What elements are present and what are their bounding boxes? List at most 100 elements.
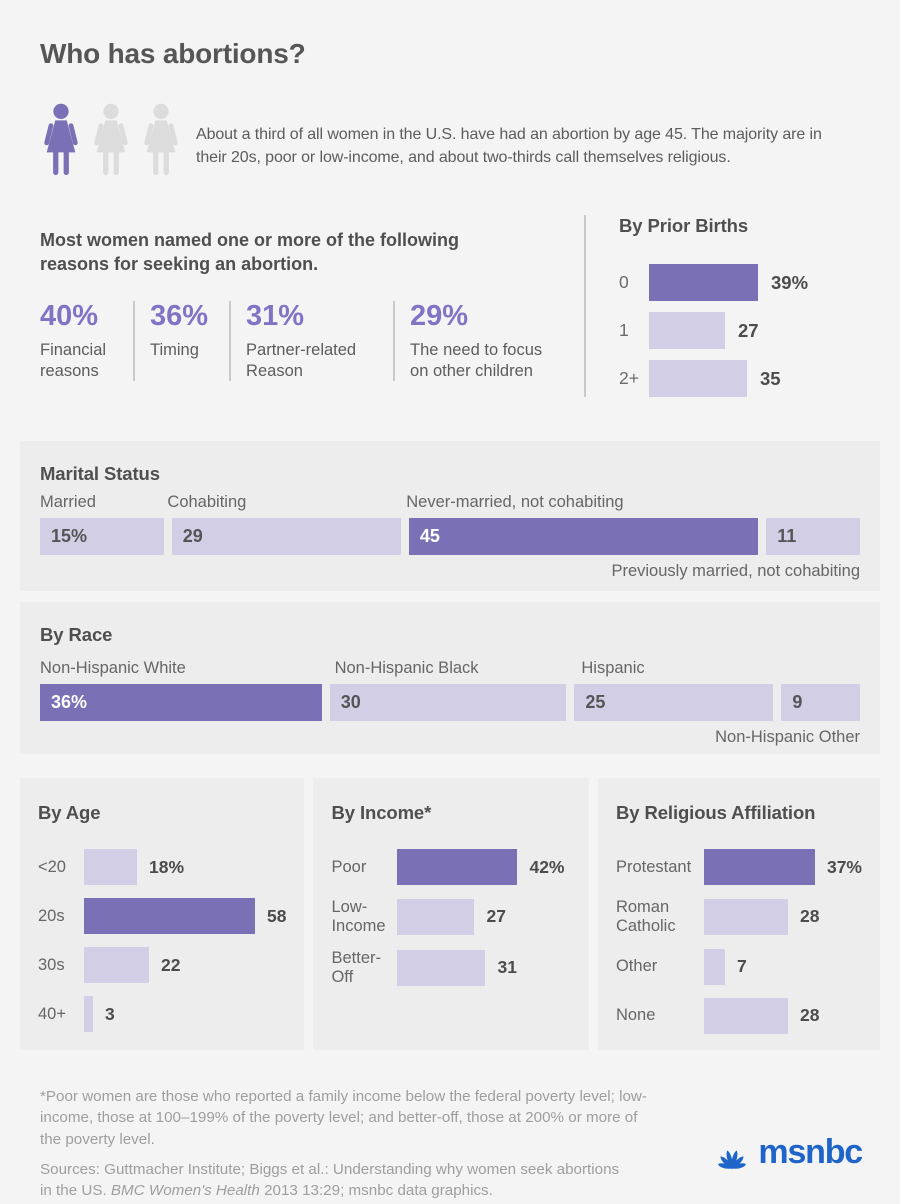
income-chart: Poor 42% Low- Income 27 Better- Off 31 bbox=[331, 849, 571, 987]
bar-segment: 25 bbox=[574, 684, 774, 721]
segment-label-below: Previously married, not cohabiting bbox=[611, 562, 860, 580]
bottom-cards: By Age <20 18% 20s 58 30s 22 40+ 3 By Income* P… bbox=[20, 778, 880, 1050]
footer: *Poor women are those who reported a fam… bbox=[40, 1086, 860, 1201]
bar-label: 20s bbox=[38, 906, 65, 925]
reasons-heading: Most women named one or more of the foll… bbox=[40, 230, 460, 274]
religion-card: By Religious Affiliation Protestant 37% Ro… bbox=[597, 778, 880, 1050]
bar-segment: 11 bbox=[766, 518, 860, 555]
bar-value: 7 bbox=[736, 956, 747, 977]
bar-value: 58 bbox=[267, 905, 287, 926]
bar-row: Better- Off 31 bbox=[331, 949, 571, 987]
segment-label: Non-Hispanic Black bbox=[334, 659, 479, 677]
peacock-icon bbox=[718, 1150, 747, 1170]
bar-value: 37% bbox=[826, 856, 862, 877]
race-card: By Race Non-Hispanic White Non-Hispanic B… bbox=[20, 602, 880, 754]
bar-label: <20 bbox=[38, 857, 66, 876]
bar-segment: 45 bbox=[408, 518, 759, 555]
bar-label: 1 bbox=[619, 320, 629, 341]
segment-labels-row: Married Cohabiting Never-married, not coha… bbox=[40, 493, 860, 512]
reason-stat-label: Timing bbox=[150, 341, 199, 360]
marital-status-card: Marital Status Married Cohabiting Never-ma… bbox=[20, 441, 880, 591]
bar bbox=[84, 898, 255, 934]
bar-value: 3 bbox=[105, 1003, 115, 1024]
bar bbox=[397, 849, 518, 885]
bar-value: 28 bbox=[799, 1005, 820, 1026]
segment-label bbox=[788, 659, 860, 678]
bar-label: None bbox=[615, 1006, 656, 1025]
lede-section: About a third of all women in the U.S. h… bbox=[40, 102, 840, 183]
bar-value: 42% bbox=[529, 856, 565, 877]
bar-row: Poor 42% bbox=[331, 849, 571, 885]
reason-stat: 31% Partner-related Reason bbox=[229, 299, 393, 382]
segment-bars-row: 36% 30 25 9 bbox=[40, 684, 860, 721]
bar-row: Roman Catholic 28 bbox=[616, 898, 862, 936]
reasons-and-prior-births: Most women named one or more of the foll… bbox=[40, 215, 860, 397]
race-chart: Non-Hispanic White Non-Hispanic Black Hisp… bbox=[40, 659, 860, 747]
bar-segment: 30 bbox=[329, 684, 567, 721]
segment-label bbox=[772, 493, 860, 512]
chart-title-income: By Income* bbox=[331, 802, 432, 823]
segment-label-below: Non-Hispanic Other bbox=[715, 728, 860, 746]
woman-icon bbox=[140, 102, 182, 183]
sources-prefix: Sources: Guttmacher Institute; Biggs et … bbox=[40, 1160, 620, 1200]
bar-label: Roman Catholic bbox=[615, 898, 676, 935]
prior-births-section: By Prior Births 0 39% 1 27 2+ 35 bbox=[584, 215, 860, 397]
income-card: By Income* Poor 42% Low- Income 27 Better- O… bbox=[313, 778, 589, 1050]
bar-label: Protestant bbox=[615, 857, 692, 876]
bar-value: 27 bbox=[486, 906, 506, 927]
bar-label: 2+ bbox=[619, 368, 639, 389]
bar-row: 1 27 bbox=[619, 312, 860, 349]
chart-title-marital: Marital Status bbox=[40, 463, 160, 484]
reason-stats: 40% Financial reasons 36% Timing 31% Partner-… bbox=[40, 299, 584, 382]
bar bbox=[84, 849, 137, 885]
bar bbox=[703, 997, 788, 1034]
reason-stat: 36% Timing bbox=[133, 299, 229, 382]
bar bbox=[84, 996, 93, 1032]
bar bbox=[649, 360, 747, 397]
bar-label: Poor bbox=[331, 857, 367, 876]
intro-text: About a third of all women in the U.S. h… bbox=[196, 126, 822, 166]
bar bbox=[397, 898, 475, 935]
bar-value: 28 bbox=[799, 906, 820, 927]
woman-icon-filled bbox=[40, 102, 82, 183]
segment-label: Never-married, not cohabiting bbox=[406, 493, 624, 511]
segment-bars-row: 15% 29 45 11 bbox=[40, 518, 860, 555]
bar bbox=[84, 947, 149, 983]
footnote-text: *Poor women are those who reported a fam… bbox=[40, 1088, 647, 1148]
bar-segment: 9 bbox=[781, 684, 860, 721]
reason-stat-value: 29% bbox=[410, 299, 469, 332]
bar bbox=[649, 264, 758, 301]
age-card: By Age <20 18% 20s 58 30s 22 40+ 3 bbox=[20, 778, 305, 1050]
bar bbox=[703, 948, 725, 985]
reason-stat-value: 31% bbox=[246, 299, 305, 332]
bar-row: 0 39% bbox=[619, 264, 860, 301]
bar-value: 22 bbox=[161, 954, 181, 975]
bar-label: 0 bbox=[619, 272, 629, 293]
chart-title-religion: By Religious Affiliation bbox=[615, 802, 816, 823]
bar-value: 31 bbox=[497, 957, 517, 978]
chart-title-prior-births: By Prior Births bbox=[619, 215, 749, 236]
bar bbox=[397, 949, 486, 986]
bar-value: 27 bbox=[738, 319, 759, 341]
bar-label: Low- Income bbox=[331, 898, 386, 935]
women-icons bbox=[40, 102, 182, 183]
segment-label: Married bbox=[40, 493, 96, 511]
bar-segment: 29 bbox=[171, 518, 401, 555]
bar-label: Better- Off bbox=[331, 948, 381, 986]
reason-stat-value: 36% bbox=[150, 299, 209, 332]
bar-label: 30s bbox=[38, 955, 65, 974]
bar-label: Other bbox=[615, 957, 658, 976]
woman-icon bbox=[90, 102, 132, 183]
page-title: Who has abortions? bbox=[40, 38, 306, 69]
reasons-section: Most women named one or more of the foll… bbox=[40, 215, 584, 397]
prior-births-chart: 0 39% 1 27 2+ 35 bbox=[619, 264, 860, 397]
bar-row: 30s 22 bbox=[38, 947, 286, 983]
religion-chart: Protestant 37% Roman Catholic 28 Other 7 None 2… bbox=[616, 849, 862, 1034]
bar-row: Low- Income 27 bbox=[331, 898, 571, 936]
reason-stat: 40% Financial reasons bbox=[40, 299, 133, 381]
reason-stat-value: 40% bbox=[40, 299, 99, 332]
bar-row: 20s 58 bbox=[38, 898, 286, 934]
segment-labels-row: Non-Hispanic White Non-Hispanic Black Hisp… bbox=[40, 659, 860, 678]
msnbc-wordmark: msnbc bbox=[758, 1133, 863, 1171]
bar bbox=[703, 849, 815, 885]
